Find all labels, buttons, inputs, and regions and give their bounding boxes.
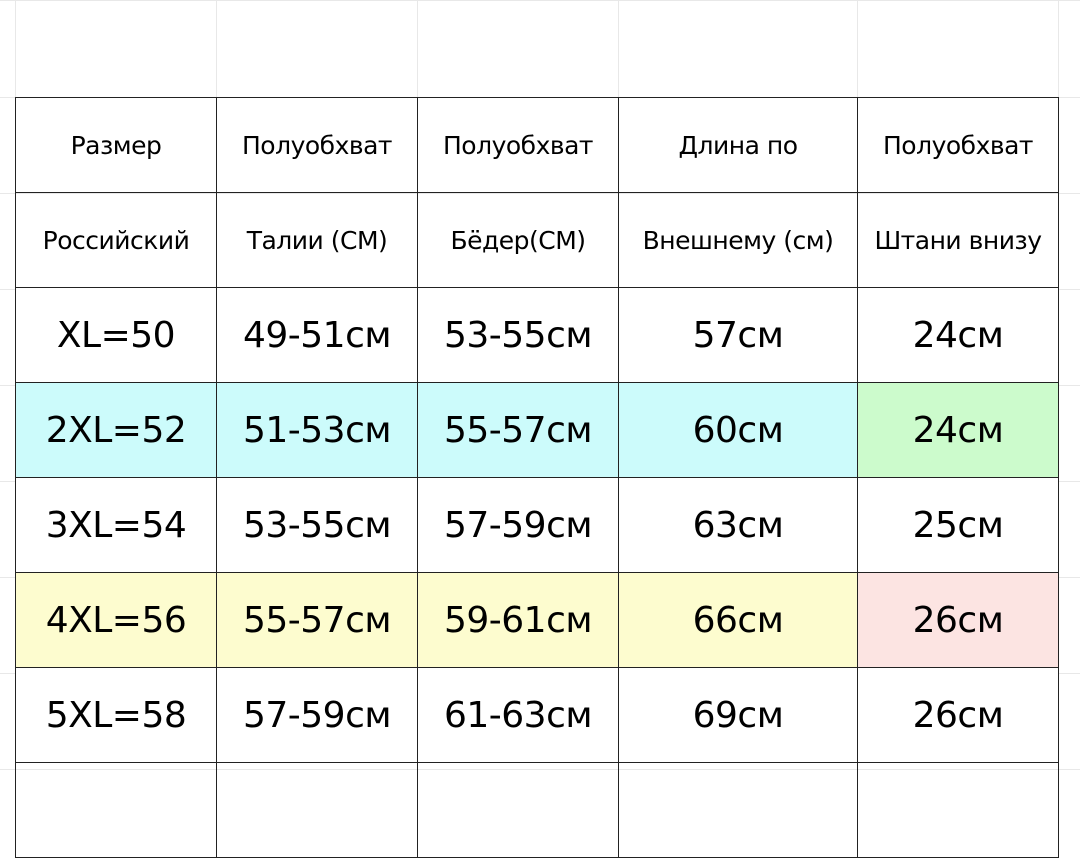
cell-hips[interactable]: 55-57см <box>417 382 619 478</box>
empty-cell[interactable] <box>857 762 1059 858</box>
cell-size[interactable]: Размер <box>15 97 217 193</box>
grid-line <box>1058 0 1059 780</box>
cell-leg-opening[interactable]: 25см <box>857 477 1059 573</box>
cell-leg-opening[interactable]: 26см <box>857 572 1059 668</box>
cell-hips[interactable]: Бёдер(CM) <box>417 192 619 288</box>
cell-size[interactable]: 2XL=52 <box>15 382 217 478</box>
size-chart-table: Размер Полуобхват Полуобхват Длина по Полуоб… <box>15 97 1059 858</box>
table-row: 5XL=58 57-59см 61-63см 69см 26см <box>15 667 1059 763</box>
cell-size[interactable]: XL=50 <box>15 287 217 383</box>
cell-hips[interactable]: 53-55см <box>417 287 619 383</box>
cell-waist[interactable]: 51-53см <box>216 382 418 478</box>
header-row: Размер Полуобхват Полуобхват Длина по Полуоб… <box>15 97 1059 193</box>
table-row: 2XL=52 51-53см 55-57см 60см 24см <box>15 382 1059 478</box>
table-row: 3XL=54 53-55см 57-59см 63см 25см <box>15 477 1059 573</box>
empty-cell[interactable] <box>417 762 619 858</box>
table-row: 4XL=56 55-57см 59-61см 66см 26см <box>15 572 1059 668</box>
cell-hips[interactable]: Полуобхват <box>417 97 619 193</box>
grid-line <box>0 0 1080 1</box>
cell-length[interactable]: Внешнему (см) <box>618 192 858 288</box>
cell-size[interactable]: 5XL=58 <box>15 667 217 763</box>
cell-hips[interactable]: 57-59см <box>417 477 619 573</box>
empty-cell[interactable] <box>15 762 217 858</box>
cell-leg-opening[interactable]: Штани внизу <box>857 192 1059 288</box>
empty-row <box>15 762 1059 858</box>
cell-leg-opening[interactable]: Полуобхват <box>857 97 1059 193</box>
cell-hips[interactable]: 59-61см <box>417 572 619 668</box>
cell-waist[interactable]: 49-51см <box>216 287 418 383</box>
cell-leg-opening[interactable]: 24см <box>857 382 1059 478</box>
cell-waist[interactable]: 57-59см <box>216 667 418 763</box>
header-row: Российский Талии (CM) Бёдер(CM) Внешнему (с… <box>15 192 1059 288</box>
cell-waist[interactable]: 55-57см <box>216 572 418 668</box>
table-row: XL=50 49-51см 53-55см 57см 24см <box>15 287 1059 383</box>
empty-cell[interactable] <box>618 762 858 858</box>
cell-length[interactable]: 69см <box>618 667 858 763</box>
cell-length[interactable]: 63см <box>618 477 858 573</box>
cell-size[interactable]: 4XL=56 <box>15 572 217 668</box>
cell-length[interactable]: 57см <box>618 287 858 383</box>
cell-leg-opening[interactable]: 24см <box>857 287 1059 383</box>
cell-size[interactable]: Российский <box>15 192 217 288</box>
cell-length[interactable]: 66см <box>618 572 858 668</box>
cell-waist[interactable]: Полуобхват <box>216 97 418 193</box>
cell-waist[interactable]: 53-55см <box>216 477 418 573</box>
empty-cell[interactable] <box>216 762 418 858</box>
cell-hips[interactable]: 61-63см <box>417 667 619 763</box>
cell-length[interactable]: Длина по <box>618 97 858 193</box>
cell-size[interactable]: 3XL=54 <box>15 477 217 573</box>
cell-leg-opening[interactable]: 26см <box>857 667 1059 763</box>
cell-waist[interactable]: Талии (CM) <box>216 192 418 288</box>
cell-length[interactable]: 60см <box>618 382 858 478</box>
